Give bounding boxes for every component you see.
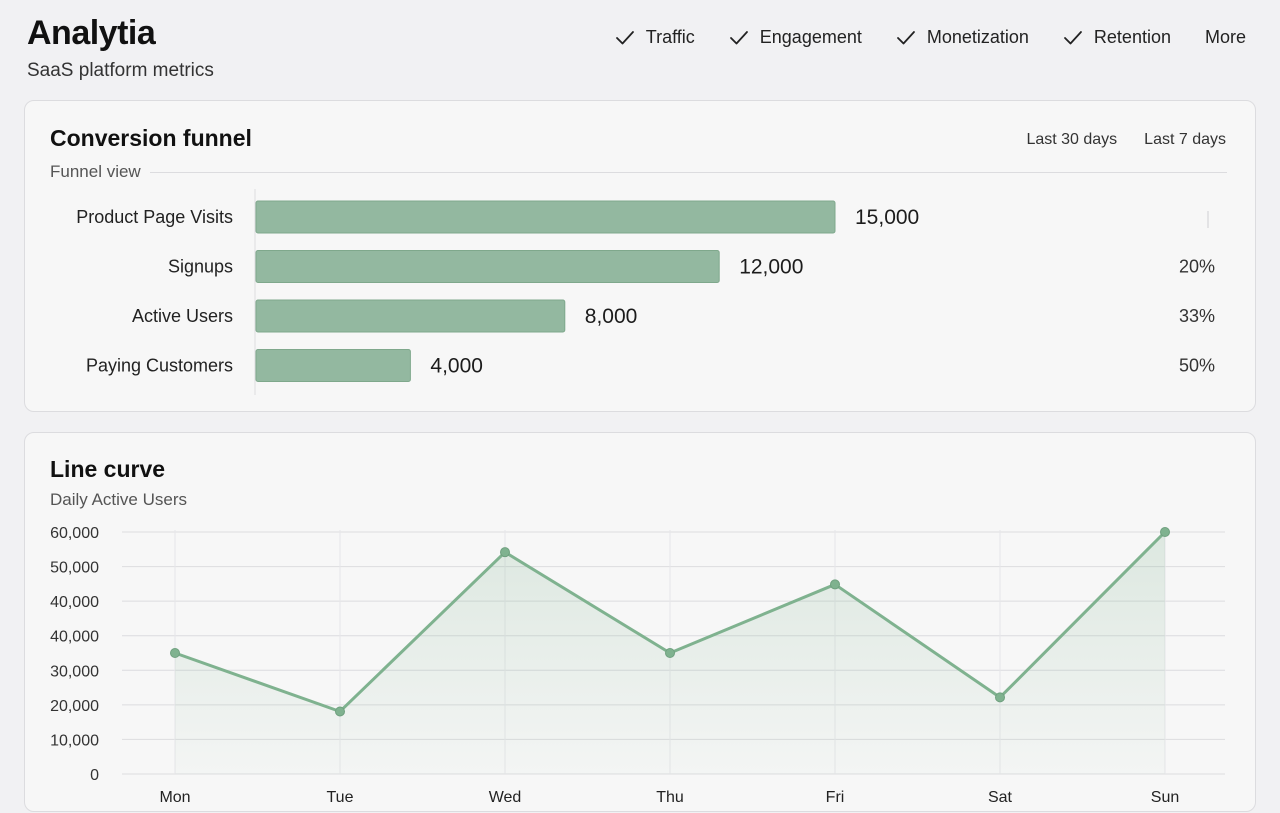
y-tick-label: 50,000 [50,560,99,577]
funnel-value-label: 15,000 [855,206,919,229]
funnel-bar-signups [255,250,720,283]
nav-item-label: Traffic [645,27,695,47]
funnel-drop-label: 50% [1179,356,1215,376]
app-title: Analytia [27,14,156,52]
nav-item-monetization[interactable]: Monetization [896,27,1029,48]
nav-item-more[interactable]: More [1205,27,1246,48]
data-point-sun [1160,527,1170,537]
funnel-category-label: Product Page Visits [76,207,233,227]
check-icon [896,30,915,44]
data-point-thu [665,648,675,658]
y-tick-label: 60,000 [50,525,99,542]
data-point-mon [170,648,180,658]
funnel-category-label: Active Users [132,306,233,326]
funnel-bar-product-page-visits [255,200,836,234]
funnel-bar-paying-customers [255,349,411,382]
top-nav: Traffic Engagement Monetization Retention Mo… [581,27,1246,48]
check-icon [729,30,748,44]
nav-item-label: Retention [1093,27,1171,47]
x-tick-label: Sun [1151,789,1179,806]
funnel-divider [150,172,1227,173]
x-tick-label: Wed [489,789,522,806]
data-point-fri [830,579,840,590]
y-tick-label: 30,000 [50,663,99,680]
nav-item-label: Monetization [926,27,1029,47]
check-icon [1064,30,1082,44]
funnel-category-label: Signups [168,257,233,277]
funnel-subtitle: Funnel view [50,162,141,181]
x-tick-label: Sat [988,789,1013,806]
funnel-drop-label: 33% [1179,306,1215,326]
x-tick-label: Mon [159,789,190,806]
app-subtitle: SaaS platform metrics [27,60,214,81]
data-point-sat [995,692,1005,703]
range-tabs: Last 30 days Last 7 days [1026,131,1226,149]
nav-item-engagement[interactable]: Engagement [729,27,862,48]
line-subtitle: Daily Active Users [50,490,187,509]
range-tab-7-days[interactable]: Last 7 days [1144,131,1226,148]
funnel-title: Conversion funnel [50,125,252,151]
funnel-category-label: Paying Customers [86,356,233,376]
funnel-chart: Product Page Visits 15,000 Signups 12,000 20… [76,189,1215,395]
y-tick-label: 40,000 [50,594,99,611]
data-point-tue [335,706,345,717]
nav-item-traffic[interactable]: Traffic [615,27,695,48]
nav-item-retention[interactable]: Retention [1063,27,1171,48]
funnel-value-label: 4,000 [430,355,483,378]
line-chart: 0 10,000 20,000 30,000 40,000 40,000 50,000 60,… [50,525,1225,806]
nav-item-label: More [1204,27,1246,47]
funnel-drop-label: 20% [1179,257,1215,277]
conversion-funnel-card: Conversion funnel Funnel view Last 30 da… [24,100,1256,412]
x-tick-label: Thu [656,789,684,806]
data-point-wed [500,547,510,558]
app-header: Analytia SaaS platform metrics Traffic En… [0,0,1280,100]
funnel-value-label: 8,000 [585,305,638,328]
nav-item-label: Engagement [759,27,862,47]
range-tab-30-days[interactable]: Last 30 days [1026,131,1118,148]
x-tick-label: Tue [327,789,354,806]
y-tick-label: 20,000 [50,698,99,715]
x-tick-label: Fri [826,789,845,806]
y-tick-label: 10,000 [50,732,99,749]
y-tick-label: 0 [90,767,99,784]
funnel-bar-active-users [255,299,566,333]
check-icon [615,30,634,44]
y-tick-label: 40,000 [50,629,99,646]
funnel-value-label: 12,000 [739,256,803,279]
line-curve-card: Line curve Daily Active Users 0 10,000 20,… [24,432,1256,812]
line-title: Line curve [50,456,166,482]
